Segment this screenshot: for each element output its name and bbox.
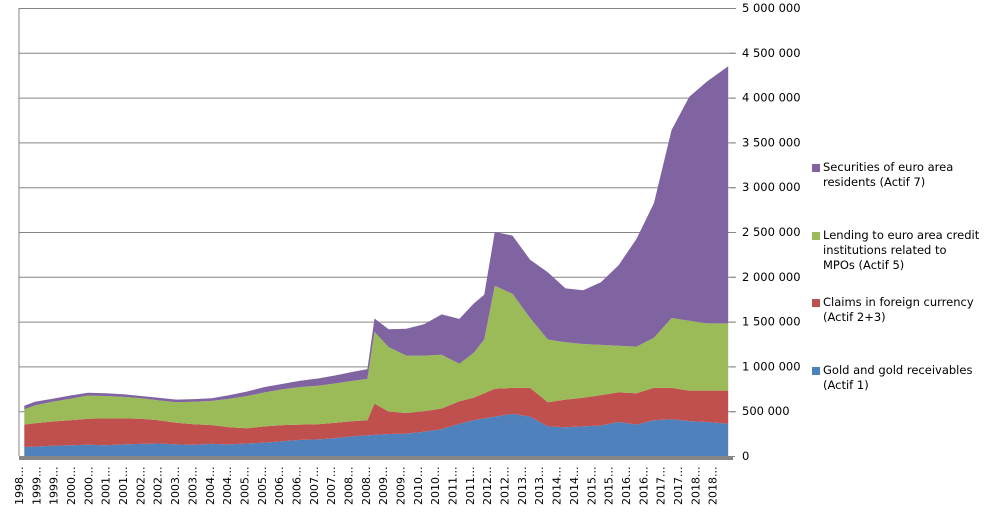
y-tick-label: 4 500 000 xyxy=(742,46,801,60)
x-tick-label: 2002... xyxy=(152,467,165,505)
x-tick-label: 2010... xyxy=(429,467,442,505)
legend-swatch-lending xyxy=(812,232,820,240)
x-tick-label: 2017... xyxy=(655,467,668,505)
x-tick-label: 2009... xyxy=(395,467,408,505)
x-tick-label: 1999... xyxy=(48,467,61,505)
x-tick-label: 1998... xyxy=(13,467,26,505)
x-tick-label: 2015... xyxy=(585,467,598,505)
x-axis-tick-labels: 1998... 1999... 1999... 2000... 2000... 2001.… xyxy=(13,467,720,505)
legend-item-claims: Claims in foreign currency (Actif 2+3) xyxy=(812,295,981,325)
legend-swatch-gold xyxy=(812,367,820,375)
legend-item-gold: Gold and gold receivables (Actif 1) xyxy=(812,363,981,393)
x-tick-label: 2016... xyxy=(620,467,633,505)
x-tick-label: 2001... xyxy=(100,467,113,505)
x-tick-label: 2007... xyxy=(325,467,338,505)
area-gold xyxy=(24,413,729,456)
legend-label-lending: Lending to euro area credit institutions… xyxy=(823,228,980,272)
x-tick-label: 2014... xyxy=(568,467,581,505)
legend-item-lending: Lending to euro area credit institutions… xyxy=(812,228,981,273)
x-tick-label: 2015... xyxy=(603,467,616,505)
x-tick-label: 2003... xyxy=(186,467,199,505)
x-tick-label: 2018... xyxy=(689,467,702,505)
area-securities xyxy=(24,66,729,410)
x-tick-label: 2013... xyxy=(533,467,546,505)
x-tick-label: 2004... xyxy=(204,467,217,505)
x-tick-label: 2018... xyxy=(707,467,720,505)
x-tick-label: 2008... xyxy=(360,467,373,505)
x-axis-floor xyxy=(19,456,733,460)
x-tick-label: 2014... xyxy=(551,467,564,505)
y-tick-label: 0 xyxy=(742,449,749,463)
x-tick-label: 2011... xyxy=(464,467,477,505)
legend-item-securities: Securities of euro area residents (Actif… xyxy=(812,160,981,190)
y-tick-label: 500 000 xyxy=(742,404,790,418)
y-tick-label: 1 000 000 xyxy=(742,359,801,373)
x-tick-label: 2011... xyxy=(447,467,460,505)
legend-swatch-securities xyxy=(812,164,820,172)
legend-label-gold: Gold and gold receivables (Actif 1) xyxy=(823,363,973,392)
x-tick-label: 2000... xyxy=(65,467,78,505)
y-axis-tick-labels: 0 500 000 1 000 000 1 500 000 2 000 000 2 500… xyxy=(730,1,801,463)
x-tick-label: 2007... xyxy=(308,467,321,505)
x-tick-label: 2010... xyxy=(412,467,425,505)
area-lending xyxy=(24,285,729,429)
x-tick-label: 2006... xyxy=(273,467,286,505)
x-tick-label: 2006... xyxy=(291,467,304,505)
y-tick-label: 4 000 000 xyxy=(742,91,801,105)
x-tick-label: 2005... xyxy=(256,467,269,505)
x-tick-label: 2012... xyxy=(481,467,494,505)
area-claims xyxy=(24,387,729,447)
x-tick-label: 2012... xyxy=(499,467,512,505)
y-tick-label: 3 000 000 xyxy=(742,180,801,194)
x-tick-label: 2005... xyxy=(238,467,251,505)
y-tick-label: 1 500 000 xyxy=(742,315,801,329)
x-tick-label: 2002... xyxy=(134,467,147,505)
legend-label-claims: Claims in foreign currency (Actif 2+3) xyxy=(823,295,974,324)
area-series xyxy=(24,66,729,456)
x-tick-label: 1999... xyxy=(30,467,43,505)
y-tick-label: 2 500 000 xyxy=(742,225,801,239)
y-tick-label: 5 000 000 xyxy=(742,1,801,15)
legend-swatch-claims xyxy=(812,299,820,307)
y-tick-label: 3 500 000 xyxy=(742,135,801,149)
x-tick-label: 2008... xyxy=(343,467,356,505)
x-tick-label: 2013... xyxy=(516,467,529,505)
x-tick-label: 2009... xyxy=(377,467,390,505)
legend-label-securities: Securities of euro area residents (Actif… xyxy=(823,160,954,189)
x-tick-label: 2004... xyxy=(221,467,234,505)
x-tick-label: 2001... xyxy=(117,467,130,505)
x-tick-label: 2003... xyxy=(169,467,182,505)
y-tick-label: 2 000 000 xyxy=(742,270,801,284)
x-tick-label: 2000... xyxy=(82,467,95,505)
x-tick-label: 2016... xyxy=(637,467,650,505)
x-tick-label: 2017... xyxy=(672,467,685,505)
